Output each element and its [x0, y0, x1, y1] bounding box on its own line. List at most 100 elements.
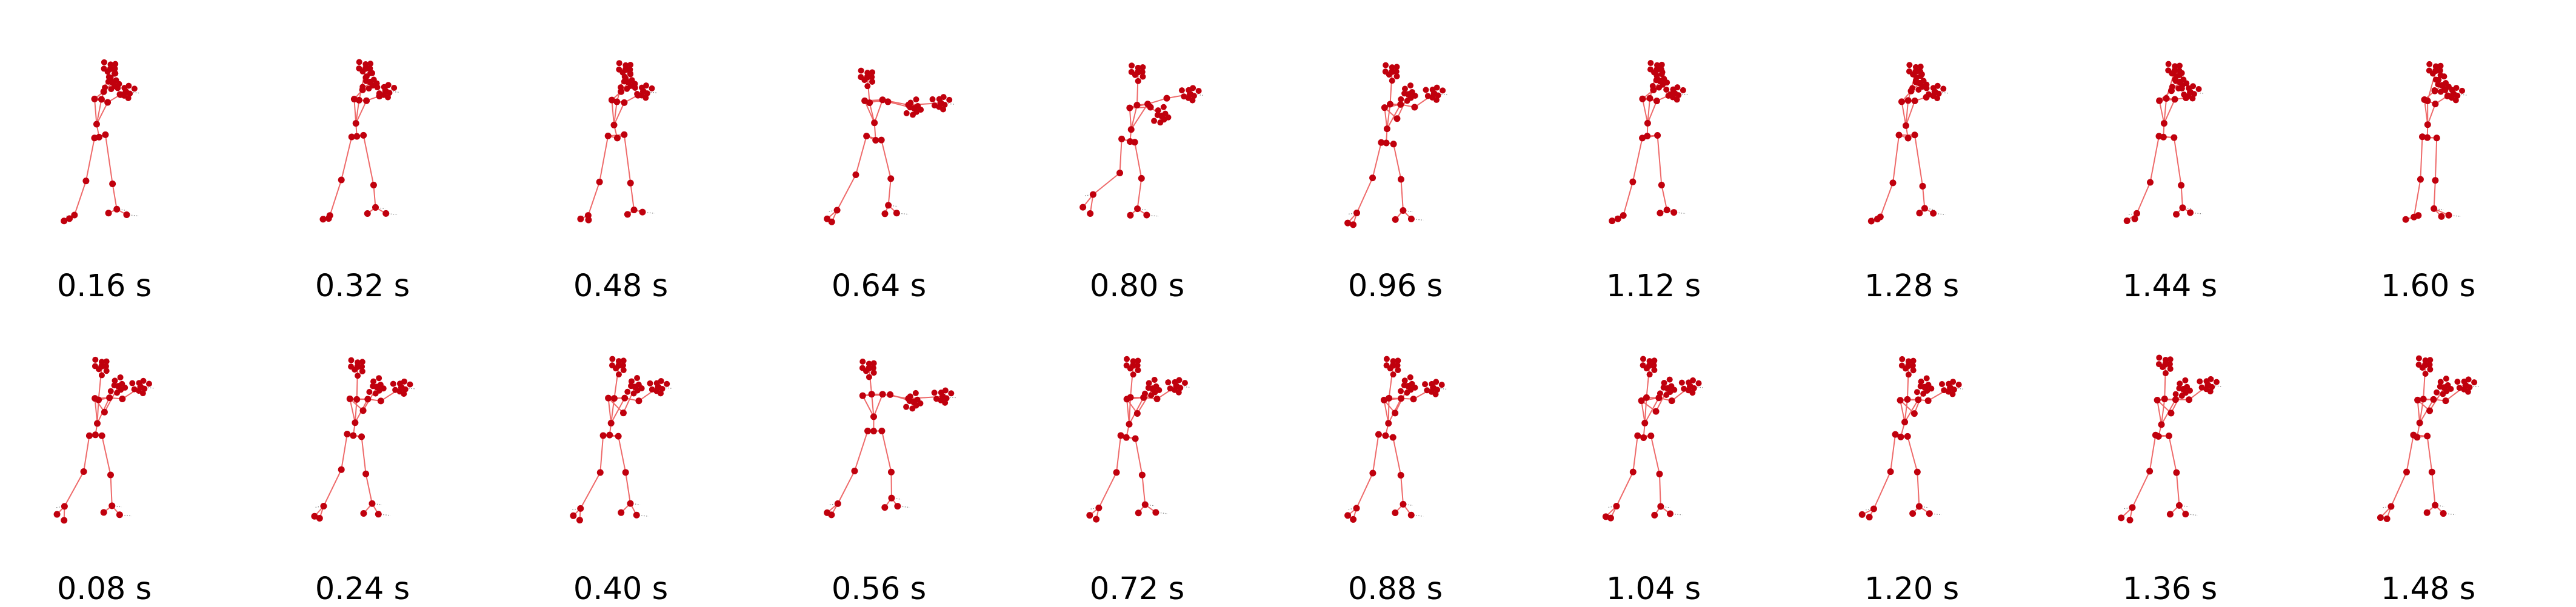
joint-point	[1669, 397, 1675, 404]
bones	[573, 365, 658, 520]
joint-point	[649, 85, 655, 91]
joint-point	[1887, 468, 1894, 475]
joint-point	[1400, 501, 1406, 508]
joint-point	[1609, 217, 1615, 224]
frame-time-label: 0.56 s	[812, 574, 946, 605]
joint-point	[1408, 216, 1415, 222]
skeleton-frame	[296, 58, 429, 239]
joint-point	[1390, 362, 1396, 369]
joint-point	[1916, 503, 1923, 509]
joint-point	[1189, 98, 1195, 104]
joint-point	[1151, 118, 1157, 124]
joint-point	[2424, 509, 2431, 516]
joint-point	[1613, 503, 1620, 509]
joint-point	[1411, 104, 1418, 110]
joint-point	[917, 400, 923, 406]
joint-point	[1921, 205, 1928, 211]
joint-point	[1930, 210, 1937, 217]
joint-point	[98, 96, 105, 103]
bone-line	[64, 471, 84, 506]
joint-point	[1140, 74, 1146, 80]
bones	[2127, 70, 2190, 221]
joint-point	[1124, 396, 1130, 402]
joint-point	[2186, 396, 2192, 403]
joint-point	[1671, 387, 1677, 393]
joint-point	[1656, 471, 1663, 477]
joint-cluster	[609, 356, 670, 397]
skeleton-frame	[2103, 351, 2237, 533]
joint-point	[861, 98, 868, 104]
bone-line	[86, 138, 95, 181]
joint-point	[1398, 176, 1404, 183]
bone-line	[110, 475, 112, 506]
joint-cluster	[2165, 61, 2201, 102]
skeleton-figure	[1329, 351, 1462, 533]
joint-point	[639, 209, 646, 216]
skeleton-figure	[38, 58, 171, 239]
joint-point	[1928, 385, 1934, 391]
skeleton-figure	[1070, 58, 1204, 239]
joint-point	[2167, 366, 2174, 372]
joint-point	[1395, 357, 1401, 363]
frame-time-label: 1.28 s	[1845, 271, 1978, 302]
frame-time-label: 0.88 s	[1329, 574, 1462, 605]
frame-time-label: 1.60 s	[2361, 271, 2495, 302]
joint-point	[1130, 362, 1136, 369]
joint-point	[1910, 358, 1917, 364]
joint-point	[871, 360, 877, 367]
joints	[311, 363, 405, 522]
joint-point	[1350, 516, 1356, 523]
bone-line	[1142, 475, 1145, 505]
skeleton-figure	[2361, 58, 2495, 239]
joint-point	[1433, 391, 1439, 397]
joint-point	[621, 367, 627, 373]
joint-point	[1659, 62, 1665, 68]
joint-point	[1440, 87, 1446, 93]
joint-point	[2204, 382, 2211, 388]
joint-point	[2438, 379, 2444, 385]
joint-point	[2167, 410, 2174, 416]
joint-point	[1653, 73, 1660, 79]
joint-point	[109, 181, 116, 187]
joint-point	[376, 375, 382, 381]
joint-point	[348, 357, 354, 363]
joint-point	[320, 503, 327, 509]
joint-point	[1129, 69, 1135, 75]
joint-point	[2424, 433, 2431, 439]
joint-point	[378, 397, 384, 404]
joint-point	[129, 380, 135, 386]
joint-point	[1926, 510, 1933, 517]
joint-point	[621, 357, 627, 363]
joint-point	[1696, 380, 1702, 386]
joint-point	[1670, 209, 1677, 216]
joint-point	[1905, 97, 1912, 104]
skeleton-figure	[1329, 58, 1462, 239]
joint-point	[913, 96, 919, 102]
joint-point	[122, 88, 129, 95]
joint-point	[2419, 133, 2426, 140]
joint-point	[2161, 120, 2167, 127]
joint-point	[1095, 505, 1102, 511]
joint-point	[92, 96, 98, 102]
joint-point	[99, 372, 105, 378]
skeleton-frame	[2103, 58, 2237, 239]
joint-point	[1405, 383, 1412, 390]
joint-point	[618, 509, 624, 516]
joint-point	[364, 396, 371, 402]
joint-point	[1653, 66, 1660, 73]
joint-point	[1433, 97, 1440, 103]
joint-point	[106, 394, 113, 401]
joint-point	[1647, 60, 1653, 66]
joint-point	[1923, 94, 1930, 101]
joint-point	[1640, 362, 1646, 368]
joint-point	[2445, 212, 2452, 219]
joint-point	[1412, 93, 1418, 99]
joint-point	[1129, 62, 1135, 68]
joint-point	[834, 207, 841, 214]
joint-point	[94, 420, 101, 426]
joint-point	[1904, 433, 1911, 440]
joint-point	[911, 105, 918, 111]
joint-point	[1155, 107, 1161, 113]
joint-point	[1422, 381, 1428, 387]
joint-point	[948, 390, 954, 396]
